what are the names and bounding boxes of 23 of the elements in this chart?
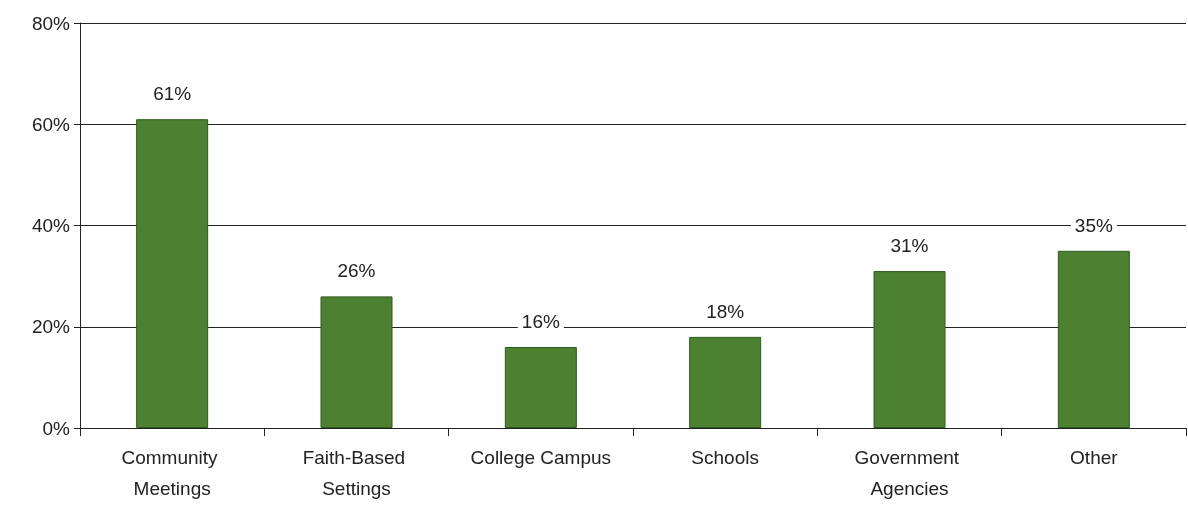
data-label: 35% [1074, 214, 1113, 236]
data-label: 31% [890, 235, 929, 257]
bar [320, 296, 393, 428]
x-tick-label: Government Agencies [854, 447, 965, 499]
bar [689, 336, 762, 428]
bar [873, 271, 946, 428]
x-tick-label: Faith-Based Settings [302, 447, 411, 499]
x-tick-label: Schools [691, 447, 759, 468]
bar [504, 347, 577, 428]
data-label: 18% [706, 300, 745, 322]
y-tick-label: 80% [31, 12, 71, 34]
y-tick-label: 20% [31, 316, 71, 338]
data-label: 26% [337, 260, 376, 282]
y-tick-label: 40% [31, 215, 71, 236]
data-label: 16% [521, 311, 560, 332]
bar [1057, 250, 1130, 428]
data-label: 61% [153, 83, 192, 105]
y-tick-label: 60% [31, 113, 71, 135]
y-tick-label: 0% [42, 417, 71, 439]
x-tick-label: Community Meetings [121, 447, 223, 499]
bar [136, 119, 209, 428]
x-tick-label: Other [1070, 447, 1119, 468]
x-tick-label: College Campus [470, 447, 612, 468]
